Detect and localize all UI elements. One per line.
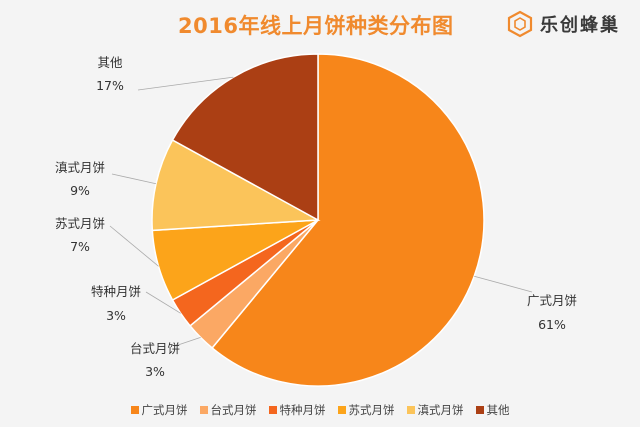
chart-title: 2016年线上月饼种类分布图 bbox=[178, 14, 454, 38]
leader-line-2 bbox=[174, 337, 201, 347]
brand-name: 乐创蜂巢 bbox=[540, 15, 620, 36]
slice-label-value-5: 9% bbox=[70, 183, 90, 198]
pie-slice-6 bbox=[171, 53, 319, 222]
hexagon-cube-icon bbox=[507, 10, 533, 38]
legend-item-6: 其他 bbox=[475, 402, 510, 418]
leader-line-5 bbox=[111, 173, 157, 185]
pie-slices bbox=[151, 53, 485, 387]
leader-line-4 bbox=[109, 225, 159, 267]
legend-swatch bbox=[199, 406, 208, 414]
slice-label-name-1: 广式月饼 bbox=[527, 293, 577, 308]
legend-swatch bbox=[406, 406, 415, 414]
legend-item-3: 特种月饼 bbox=[268, 402, 326, 418]
legend-swatch bbox=[475, 406, 484, 414]
legend-label: 台式月饼 bbox=[210, 403, 257, 417]
leader-line-1 bbox=[474, 275, 533, 293]
leader-line-3 bbox=[145, 291, 181, 314]
leader-line-6 bbox=[137, 76, 234, 91]
legend-label: 滇式月饼 bbox=[417, 403, 464, 417]
legend-item-2: 台式月饼 bbox=[199, 402, 257, 418]
leader-lines bbox=[109, 76, 533, 347]
legend-swatch bbox=[130, 406, 139, 414]
brand-logo: 乐创蜂巢 bbox=[506, 10, 620, 38]
slice-label-name-2: 台式月饼 bbox=[130, 341, 180, 356]
legend-label: 特种月饼 bbox=[279, 403, 326, 417]
slice-label-name-4: 苏式月饼 bbox=[55, 216, 105, 231]
slice-label-value-2: 3% bbox=[145, 364, 165, 379]
slice-labels: 广式月饼 61% 台式月饼 3% 特种月饼 3% 苏式月饼 7% 滇式月饼 9% 其他 17% bbox=[55, 55, 577, 379]
slice-label-value-3: 3% bbox=[106, 308, 126, 323]
slice-label-name-5: 滇式月饼 bbox=[55, 160, 105, 175]
slice-label-value-6: 17% bbox=[96, 78, 124, 93]
legend-label: 其他 bbox=[486, 403, 510, 417]
pie-slice-5 bbox=[151, 139, 321, 232]
legend-item-1: 广式月饼 bbox=[130, 402, 188, 418]
legend-swatch bbox=[268, 406, 277, 414]
legend: 广式月饼 台式月饼 特种月饼 苏式月饼 滇式月饼 其他 bbox=[0, 402, 640, 418]
legend-label: 广式月饼 bbox=[141, 403, 188, 417]
legend-item-5: 滇式月饼 bbox=[406, 402, 464, 418]
slice-label-name-6: 其他 bbox=[97, 55, 123, 70]
slice-label-value-4: 7% bbox=[70, 239, 90, 254]
slice-label-value-1: 61% bbox=[538, 317, 566, 332]
legend-swatch bbox=[337, 406, 346, 414]
legend-item-4: 苏式月饼 bbox=[337, 402, 395, 418]
legend-label: 苏式月饼 bbox=[348, 403, 395, 417]
slice-label-name-3: 特种月饼 bbox=[91, 284, 141, 299]
